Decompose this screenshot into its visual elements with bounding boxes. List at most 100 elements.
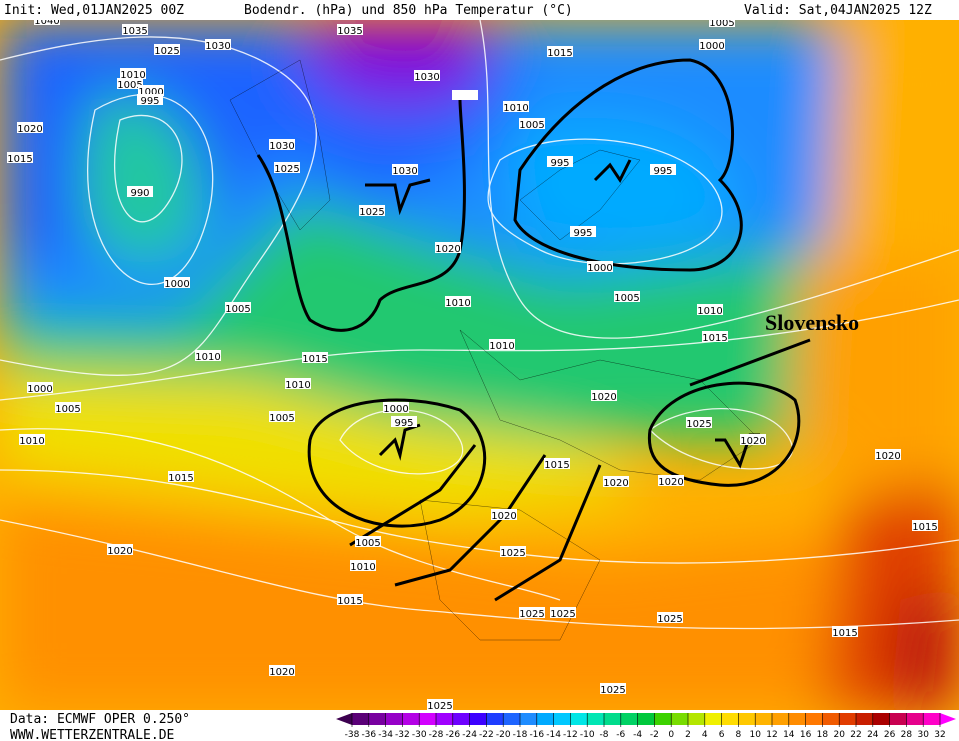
map-title: Bodendr. (hPa) und 850 hPa Temperatur (°…	[244, 3, 573, 18]
isobar-label-bg	[391, 416, 417, 427]
temperature-field	[0, 20, 959, 710]
colorbar-tick-label: 16	[800, 730, 812, 740]
isobar-label: 1025	[600, 685, 625, 696]
isobar-label-bg	[740, 434, 766, 445]
colorbar-segment	[620, 713, 639, 725]
colorbar-tick-label: -10	[580, 730, 595, 740]
isobar-label-bg	[600, 683, 626, 694]
isobar-label-bg	[544, 458, 570, 469]
colorbar-segment	[587, 713, 605, 725]
isobar-label-bg	[912, 520, 938, 531]
isobar-label: 1015	[7, 154, 32, 165]
isobar-label-bg	[274, 162, 300, 173]
colorbar-tick-label: 22	[850, 730, 861, 740]
isobar-label: 1010	[19, 436, 44, 447]
isobar-label: 1000	[699, 41, 724, 52]
data-source: Data: ECMWF OPER 0.250°	[10, 712, 190, 727]
isobar-label-bg	[164, 277, 190, 288]
website: WWW.WETTERZENTRALE.DE	[10, 728, 174, 741]
isobar-label-bg	[603, 476, 629, 487]
isobar-label: 1035	[337, 26, 362, 37]
isobar-label-bg	[55, 402, 81, 413]
colorbar-segment	[402, 713, 420, 725]
isobar-label: 1015	[168, 473, 193, 484]
isobar-label-bg	[117, 78, 143, 89]
isobar-label-bg	[337, 24, 363, 35]
isobar-label: 995	[394, 418, 413, 429]
colorbar-segment	[822, 713, 840, 725]
annotation: Slovensko	[765, 310, 859, 335]
colorbar-tick-label: 2	[685, 730, 691, 740]
colorbar-tick-label: -12	[563, 730, 578, 740]
colorbar-tick-label: 26	[884, 730, 896, 740]
isobar-label-bg	[614, 291, 640, 302]
colorbar-segment	[721, 713, 739, 725]
colorbar-tick-label: 24	[867, 730, 879, 740]
colorbar-segment	[536, 713, 555, 725]
isobar-label-bg	[519, 607, 545, 618]
isobar-label-bg	[120, 68, 146, 79]
colorbar-tick-label: -6	[616, 730, 625, 740]
isobar-label: 1005	[225, 304, 250, 315]
colorbar-segment	[872, 713, 891, 725]
isobar-label: 1005	[614, 293, 639, 304]
isobar-label: 1000	[587, 263, 612, 274]
isobar-label: 1005	[709, 18, 734, 29]
isobar-label-bg	[168, 471, 194, 482]
isobar-label-bg	[435, 242, 461, 253]
colorbar-tick-label: -32	[395, 730, 410, 740]
isobar-label: 1020	[269, 667, 294, 678]
colorbar-segment	[419, 713, 437, 725]
isobar-label-bg	[7, 152, 33, 163]
colorbar-tick-label: -38	[345, 730, 360, 740]
isobar-label: 1020	[603, 478, 628, 489]
colorbar-arrow	[336, 713, 352, 725]
colorbar-segment	[654, 713, 672, 725]
valid-time: Valid: Sat,04JAN2025 12Z	[744, 3, 932, 18]
isobar-label: 1030	[269, 141, 294, 152]
isobar-label: 1010	[503, 103, 528, 114]
isobar-label: 1010	[285, 380, 310, 391]
isobar-label-bg	[832, 626, 858, 637]
isobar-label: 1010	[195, 352, 220, 363]
isobar-label: 1015	[702, 333, 727, 344]
isobar-label-bg	[337, 594, 363, 605]
isobar-label: 1030	[392, 166, 417, 177]
colorbar-segment	[385, 713, 403, 725]
isobar-label: 990	[130, 188, 149, 199]
isobar-label: 1005	[519, 120, 544, 131]
colorbar-tick-label: 10	[749, 730, 761, 740]
colorbar-segment	[436, 713, 454, 725]
colorbar-tick-label: -34	[378, 730, 393, 740]
isobar-label: 1030	[414, 72, 439, 83]
isobar-label-bg	[875, 449, 901, 460]
isobar-label: 1015	[544, 460, 569, 471]
isobar-label-bg	[17, 122, 43, 133]
colorbar-tick-label: -26	[445, 730, 460, 740]
isobar-label: 1010	[489, 341, 514, 352]
isobar-label-bg	[195, 350, 221, 361]
isobar-label: 1020	[107, 546, 132, 557]
isobar-label-bg	[107, 544, 133, 555]
isobar-label-bg	[154, 44, 180, 55]
colorbar-tick-label: -2	[650, 730, 659, 740]
isobar-label-bg	[657, 612, 683, 623]
init-time: Init: Wed,01JAN2025 00Z	[4, 3, 184, 18]
isobar-label: 1010	[120, 70, 145, 81]
isobar-label-bg	[27, 382, 53, 393]
isobar-label-bg	[427, 699, 453, 710]
isobar-label: 1015	[302, 354, 327, 365]
isobar-label-bg	[392, 164, 418, 175]
isobar-label: 1020	[491, 511, 516, 522]
isobar-label: 1000	[383, 404, 408, 415]
isobar-label: 1000	[138, 87, 163, 98]
isobar-label: 1005	[55, 404, 80, 415]
isobar-label: 1025	[274, 164, 299, 175]
isobar-label-bg	[503, 101, 529, 112]
isobar-label: 995	[140, 96, 159, 107]
colorbar-segment	[839, 713, 857, 725]
header-bar	[0, 0, 959, 20]
colorbar-tick-label: -28	[429, 730, 444, 740]
isobar-label-bg	[570, 226, 596, 237]
